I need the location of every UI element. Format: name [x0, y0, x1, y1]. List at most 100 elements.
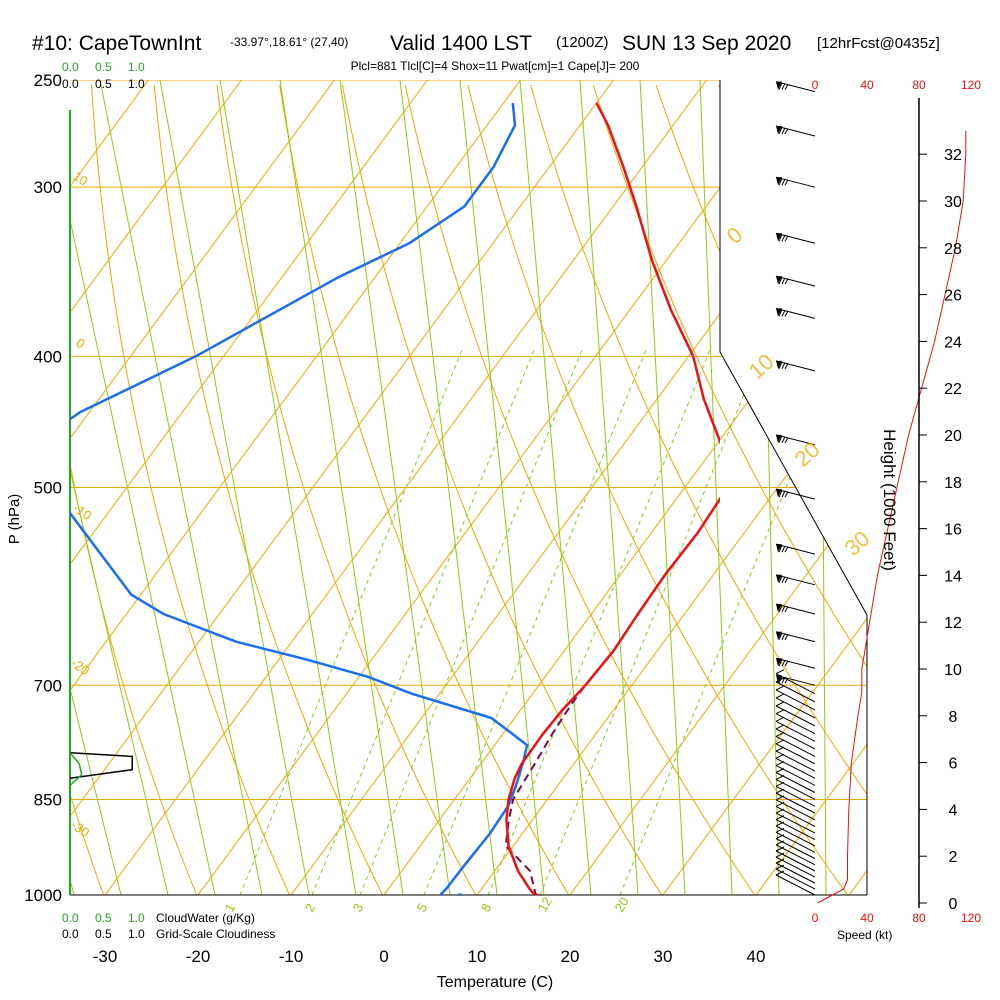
moist-adiabat-label: 12 [535, 894, 555, 914]
mixing-ratio-line [423, 349, 647, 895]
height-tick-label: 12 [944, 615, 962, 632]
wind-barb-feather [778, 435, 783, 444]
moist-adiabat-line [279, 80, 404, 895]
dry-adiabat-line [279, 84, 570, 895]
wind-barb-feather [784, 606, 789, 613]
height-tick-label: 10 [944, 662, 962, 679]
wind-barb-feather [778, 276, 783, 285]
wind-barb-pennant [776, 574, 782, 583]
wind-barb-staff [775, 360, 816, 372]
wind-barb-staff [775, 434, 816, 446]
wind-barb-feather [778, 82, 783, 90]
moist-adiabat-label: 20 [612, 894, 632, 914]
moist-adiabat-line [339, 80, 451, 895]
speed-profile-line [817, 130, 967, 904]
wind-barb-feather [781, 362, 786, 370]
wind-barb-feather [781, 436, 786, 444]
wind-barb-feather [781, 605, 786, 613]
wind-barb-staff [775, 850, 816, 872]
cloudiness-scale-top: 0.0 [62, 77, 79, 91]
moist-adiabat-line [219, 80, 357, 895]
wind-barb-feather [781, 309, 786, 317]
speed-tick-label-top: 80 [912, 78, 926, 92]
height-tick-label: 30 [944, 194, 962, 211]
wind-barb-feather [775, 693, 785, 699]
isotherm-line [848, 80, 867, 895]
moist-adiabat-line [399, 80, 498, 895]
wind-barb-staff [775, 125, 816, 137]
wind-barb-feather [778, 309, 783, 317]
isotherm-label: 10 [744, 349, 779, 384]
wind-barb-staff [775, 868, 816, 890]
dry-adiabat-label: -20 [68, 655, 92, 678]
height-tick-label: 18 [944, 475, 962, 492]
dry-adiabat-label: 0 [73, 335, 88, 351]
speed-axis-title: Speed (kt) [837, 928, 892, 942]
wind-barb-staff [775, 705, 816, 727]
wind-barb-feather [778, 177, 783, 186]
wind-barb-feather [781, 277, 786, 285]
wind-barb-staff [775, 574, 816, 586]
height-axis-title: Height (1000 Feet) [880, 429, 899, 571]
wind-barb-feather [784, 179, 789, 186]
moist-adiabat-line [699, 80, 733, 895]
isotherm-line [197, 80, 800, 895]
parcel-profile-line [504, 684, 587, 895]
mixing-ratio-line [619, 349, 843, 895]
cloudwater-scale-top: 1.0 [128, 60, 145, 74]
station-title: #10: CapeTownInt [32, 32, 201, 55]
moist-adiabat-line [819, 80, 827, 895]
wind-barb-feather [775, 685, 785, 691]
wind-barb-staff [775, 488, 816, 500]
wind-barb-pennant [776, 308, 782, 317]
wind-barb-pennant [776, 177, 782, 186]
pressure-tick-label: 1000 [24, 886, 62, 905]
height-tick-label: 20 [944, 428, 962, 445]
wind-barb-staff [775, 812, 816, 834]
wind-barb-staff [775, 825, 816, 847]
height-tick-label: 14 [944, 568, 962, 585]
cloud-panel: 0.0 0.0 0.5 0.5 1.0 1.0 0.0 0.0 0.5 0.5 1.0 1.0 [62, 60, 145, 941]
wind-barb-staff [775, 757, 816, 779]
wind-barb-staff [775, 874, 816, 896]
dry-adiabat-line [0, 85, 11, 895]
wind-barb-feather [775, 852, 785, 858]
temperature-tick-label: 40 [747, 947, 766, 966]
cloudiness-scale-top: 0.5 [95, 77, 112, 91]
isotherm-label: 30 [840, 526, 875, 561]
wind-barb-feather [784, 634, 789, 640]
height-tick-label: 28 [944, 241, 962, 258]
moist-adiabat-line [159, 80, 310, 895]
wind-barb-feather [784, 660, 789, 667]
wind-barb-staff [775, 785, 816, 807]
sounding-indices: Plcl=881 Tlcl[C]=4 Shox=11 Pwat[cm]=1 Ca… [351, 59, 640, 73]
wind-barb-pennant [776, 675, 782, 684]
wind-barb-pennant [776, 544, 782, 553]
wind-barb-feather [781, 234, 786, 242]
moist-adiabat-line [579, 80, 639, 895]
dry-adiabat-label: -30 [68, 817, 92, 840]
wind-barb-feather [775, 864, 785, 870]
wind-barb-staff [775, 806, 816, 827]
wind-barb-feather [778, 632, 783, 640]
cloudwater-scale-top: 0.0 [62, 60, 79, 74]
dry-adiabat-line [404, 84, 756, 895]
mixing-ratio-line [359, 349, 583, 895]
wind-barb-feather [778, 604, 783, 613]
height-tick-label: 32 [944, 147, 962, 164]
wind-barb-feather [784, 310, 789, 317]
wind-barb-pennant [776, 81, 782, 90]
height-tick-label: 6 [949, 756, 958, 773]
speed-tick-label-bottom: 0 [812, 911, 819, 925]
cloudiness-profile [69, 751, 133, 780]
dry-adiabat-line [91, 84, 291, 895]
dewpoint-profile-line [70, 102, 529, 895]
wind-barb-feather [778, 361, 783, 370]
moist-adiabat-line [639, 80, 686, 895]
wind-barb-staff [775, 819, 816, 840]
surface-temperature-dot [533, 893, 540, 895]
isotherm-line [104, 80, 707, 895]
wind-barb-feather [784, 363, 789, 370]
temperature-tick-label: 20 [561, 947, 580, 966]
